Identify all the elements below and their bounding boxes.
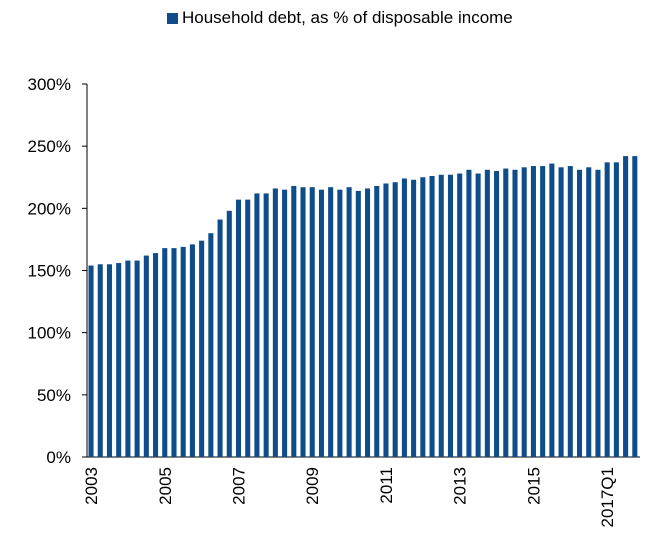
bar bbox=[623, 156, 629, 457]
bar bbox=[272, 188, 278, 457]
bar bbox=[365, 188, 371, 457]
bar bbox=[549, 163, 555, 457]
bar bbox=[540, 166, 546, 457]
x-tick-label: 2011 bbox=[377, 467, 396, 504]
bar bbox=[530, 166, 536, 457]
bar bbox=[291, 185, 297, 457]
bar bbox=[512, 169, 518, 458]
bar bbox=[245, 199, 251, 457]
bar bbox=[254, 193, 260, 457]
bar bbox=[208, 233, 214, 457]
bar bbox=[576, 169, 583, 458]
bar bbox=[309, 187, 315, 458]
x-tick-label: 2005 bbox=[156, 467, 175, 505]
bar bbox=[494, 171, 500, 458]
bar bbox=[475, 173, 481, 457]
y-tick-label: 200% bbox=[28, 199, 71, 218]
bar bbox=[153, 253, 159, 457]
bar bbox=[466, 169, 472, 458]
legend-swatch bbox=[167, 12, 178, 24]
y-tick-label: 250% bbox=[28, 137, 71, 156]
bar bbox=[125, 260, 131, 457]
bar bbox=[420, 177, 426, 457]
bar bbox=[300, 187, 306, 458]
bar bbox=[318, 189, 324, 457]
bar bbox=[484, 169, 490, 458]
bar bbox=[374, 185, 380, 457]
bar bbox=[217, 219, 223, 457]
bar bbox=[521, 167, 527, 457]
bar bbox=[383, 183, 389, 457]
x-tick-label: 2013 bbox=[451, 467, 470, 505]
bar bbox=[328, 187, 334, 458]
bar bbox=[411, 179, 417, 457]
bar bbox=[392, 182, 398, 457]
bar bbox=[88, 265, 94, 457]
bar bbox=[143, 255, 149, 457]
bar bbox=[447, 174, 454, 457]
y-tick-label: 150% bbox=[28, 262, 71, 281]
bar bbox=[355, 190, 361, 457]
bar bbox=[116, 263, 122, 457]
bar bbox=[180, 246, 186, 457]
y-tick-label: 100% bbox=[28, 324, 71, 343]
y-tick-label: 0% bbox=[46, 448, 71, 467]
y-tick-label: 300% bbox=[28, 75, 71, 94]
bar bbox=[604, 162, 610, 457]
x-tick-label: 2003 bbox=[82, 467, 101, 505]
bar bbox=[226, 210, 232, 457]
y-tick-label: 50% bbox=[37, 386, 71, 405]
x-tick-label: 2017Q1 bbox=[598, 467, 617, 528]
legend-label: Household debt, as % of disposable incom… bbox=[182, 8, 513, 27]
bar bbox=[162, 248, 168, 457]
bar bbox=[346, 187, 352, 458]
bar bbox=[401, 178, 407, 457]
bar bbox=[457, 173, 463, 457]
bar bbox=[134, 260, 140, 457]
bar bbox=[97, 264, 103, 457]
bar bbox=[337, 189, 343, 457]
bar bbox=[586, 167, 592, 457]
bar bbox=[106, 264, 113, 457]
bar bbox=[595, 169, 601, 458]
bar bbox=[438, 174, 444, 457]
bar bbox=[189, 244, 195, 457]
bar bbox=[613, 162, 619, 457]
bar bbox=[235, 199, 242, 457]
bar bbox=[263, 193, 269, 457]
bar bbox=[632, 156, 638, 457]
legend: Household debt, as % of disposable incom… bbox=[167, 8, 513, 28]
bar bbox=[171, 248, 177, 457]
bar bbox=[503, 168, 509, 457]
x-tick-label: 2007 bbox=[230, 467, 249, 505]
bar bbox=[429, 176, 435, 458]
bar bbox=[567, 166, 573, 457]
bar bbox=[282, 189, 288, 457]
bar bbox=[199, 240, 205, 457]
x-tick-label: 2015 bbox=[524, 467, 543, 505]
x-tick-label: 2009 bbox=[303, 467, 322, 505]
bar bbox=[558, 167, 564, 457]
